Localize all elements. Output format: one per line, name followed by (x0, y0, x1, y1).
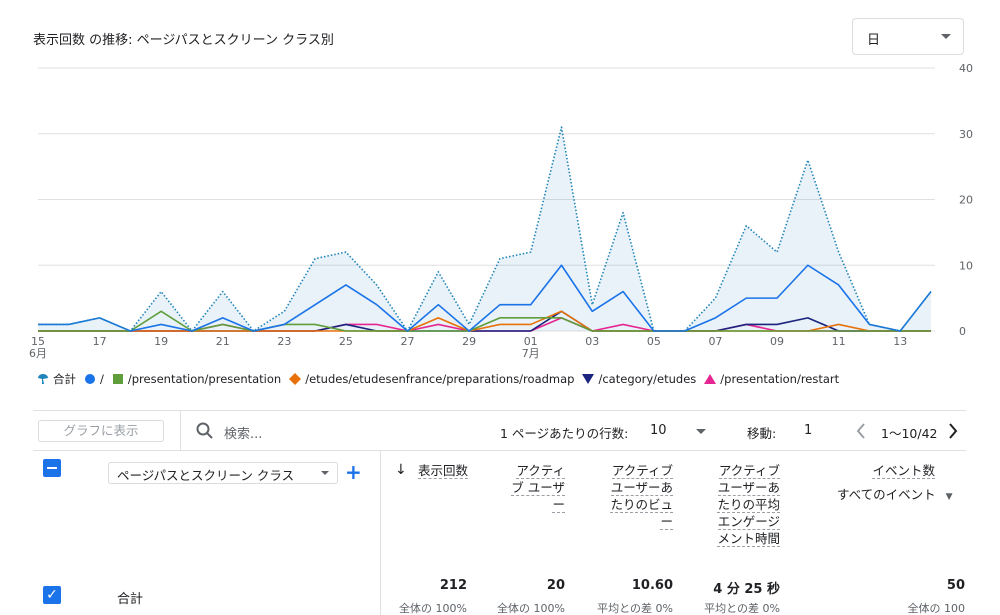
x-tick-label: 23 (277, 335, 291, 348)
legend-item[interactable]: /category/etudes (582, 371, 696, 387)
dimension-select[interactable]: ページパスとスクリーン クラス (108, 462, 338, 484)
divider (33, 450, 966, 451)
x-tick-label: 13 (893, 335, 907, 348)
legend-marker (85, 374, 95, 384)
x-tick-label: 29 (462, 335, 476, 348)
goto-input[interactable]: 1 (804, 423, 813, 438)
total-label: 合計 (117, 592, 144, 607)
chart-title: 表示回数 の推移: ページパスとスクリーン クラス別 (33, 33, 334, 48)
x-tick-label: 03 (585, 335, 599, 348)
plot-button[interactable]: グラフに表示 (38, 420, 164, 442)
x-tick-label: 11 (832, 335, 846, 348)
marker-shape (85, 374, 95, 384)
x-tick-label: 17 (93, 335, 107, 348)
caret (941, 34, 951, 39)
legend-label: /etudes/etudesenfrance/preparations/road… (305, 372, 575, 386)
legend-marker (38, 374, 48, 384)
select-all-checkbox[interactable] (43, 459, 61, 477)
dimension-label: ページパスとスクリーン クラス (117, 468, 295, 483)
legend: 合計 / /presentation/presentation/etudes/etu… (37, 371, 839, 387)
legend-label: /presentation/presentation (127, 372, 282, 386)
x-tick-label: 19 (154, 335, 168, 348)
series-line (38, 264, 932, 332)
legend-item[interactable]: / (84, 371, 104, 387)
legend-marker (289, 373, 302, 385)
y-tick-label: 20 (959, 194, 973, 207)
total-value: 212 (439, 578, 467, 593)
legend-label: /presentation/restart (720, 372, 840, 386)
marker-shape (704, 374, 717, 384)
x-tick-label: 07 (708, 335, 722, 348)
total-value: 20 (546, 578, 565, 593)
goto-label: 移動: (747, 426, 777, 441)
legend-label: / (100, 372, 104, 386)
column-header[interactable]: イベント数 (872, 463, 935, 479)
caret (696, 429, 706, 434)
divider (180, 411, 181, 451)
column-header[interactable]: アクティブ ユーザーあたりのビュー (610, 463, 673, 530)
caret (321, 471, 329, 475)
legend-marker (582, 374, 595, 384)
legend-marker (112, 374, 123, 384)
row-checkbox[interactable]: ✓ (43, 586, 61, 604)
y-tick-label: 40 (959, 62, 973, 75)
total-note: 全体の 100% (497, 602, 565, 615)
y-tick-label: 30 (959, 128, 973, 141)
marker-shape (582, 374, 595, 384)
total-value: 10.60 (631, 578, 673, 593)
total-note: 平均との差 0% (597, 602, 673, 615)
legend-item[interactable]: /etudes/etudesenfrance/preparations/road… (289, 371, 574, 387)
x-tick-label: 09 (770, 335, 784, 348)
x-tick-label: 01 (524, 335, 538, 348)
marker-shape (112, 374, 123, 384)
legend-label: /category/etudes (598, 372, 697, 386)
divider (380, 451, 381, 615)
sort-arrow: ↓ (395, 462, 407, 478)
total-note: 全体の 100% (399, 602, 467, 615)
add-dimension[interactable]: + (345, 460, 362, 484)
x-tick-label: 15 (31, 335, 45, 348)
column-header[interactable]: アクティブ ユーザー (511, 463, 565, 513)
legend-item[interactable]: /presentation/restart (704, 371, 839, 387)
total-value: 4 分 25 秒 (713, 582, 780, 597)
x-tick-label: 21 (216, 335, 230, 348)
x-month-label: 6月 (29, 347, 47, 360)
granularity-dropdown[interactable]: 日 (852, 18, 964, 55)
legend-item[interactable]: /presentation/presentation (112, 371, 281, 387)
x-month-label: 7月 (522, 347, 540, 360)
prev-page[interactable] (856, 423, 866, 439)
total-value: 50 (946, 578, 965, 593)
column-header[interactable]: 表示回数 (417, 463, 468, 479)
divider (33, 410, 966, 411)
total-note: 全体の 100 (907, 602, 966, 615)
rows-select[interactable]: 10 (650, 423, 667, 438)
total-note: 平均との差 0% (704, 602, 780, 615)
rows-label: 1 ページあたりの行数: (500, 426, 629, 441)
x-tick-label: 05 (647, 335, 661, 348)
column-header[interactable]: アクティブ ユーザーあたりの平均エンゲージメント時間 (717, 463, 780, 547)
dropdown-value: 日 (867, 33, 881, 48)
y-tick-label: 0 (959, 325, 966, 338)
legend-item[interactable]: 合計 (37, 371, 76, 387)
event-filter[interactable]: すべてのイベント ▼ (837, 487, 953, 502)
next-page[interactable] (948, 423, 958, 439)
y-tick-label: 10 (959, 259, 973, 272)
search-icon (196, 422, 213, 439)
series-line (38, 310, 931, 332)
legend-marker (704, 374, 717, 384)
legend-label: 合計 (53, 372, 76, 386)
marker-shape (38, 374, 48, 384)
marker-shape (289, 373, 302, 385)
x-tick-label: 27 (401, 335, 415, 348)
page-range: 1〜10/42 (881, 426, 938, 441)
area (38, 127, 931, 331)
search-input[interactable]: 検索... (224, 427, 263, 442)
x-tick-label: 25 (339, 335, 353, 348)
